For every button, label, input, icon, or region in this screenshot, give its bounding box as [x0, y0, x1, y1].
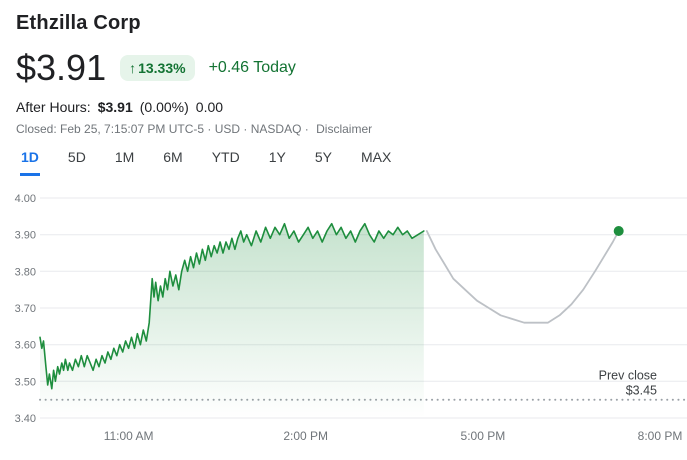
- tab-5d[interactable]: 5D: [67, 149, 87, 176]
- market-status-row: Closed: Feb 25, 7:15:07 PM UTC-5 · USD ·…: [0, 115, 687, 136]
- current-price: $3.91: [16, 47, 107, 88]
- x-axis-label: 8:00 PM: [638, 429, 683, 443]
- tab-1d[interactable]: 1D: [20, 149, 40, 176]
- tab-5y[interactable]: 5Y: [314, 149, 333, 176]
- change-today: +0.46 Today: [208, 59, 296, 76]
- regular-session-line: [39, 222, 425, 390]
- prev-close-label: Prev close: [599, 369, 657, 383]
- market-status-text: Closed: Feb 25, 7:15:07 PM UTC-5 · USD ·…: [16, 122, 309, 136]
- x-axis-label: 5:00 PM: [461, 429, 506, 443]
- y-axis-label: 3.70: [15, 303, 36, 315]
- change-percent: 13.33%: [138, 60, 186, 76]
- y-axis-label: 3.80: [15, 266, 36, 278]
- price-row: $3.91 ↑ 13.33% +0.46 Today: [0, 35, 687, 86]
- x-axis-label: 2:00 PM: [283, 429, 328, 443]
- regular-session-area: [40, 223, 424, 418]
- tab-1y[interactable]: 1Y: [268, 149, 287, 176]
- tab-ytd[interactable]: YTD: [211, 149, 241, 176]
- after-hours-line: [425, 230, 620, 324]
- after-hours-price: $3.91: [97, 99, 133, 115]
- time-range-tabs: 1D 5D 1M 6M YTD 1Y 5Y MAX: [0, 136, 687, 176]
- y-axis-label: 3.90: [15, 230, 36, 242]
- y-axis-label: 4.00: [15, 193, 36, 205]
- y-axis-label: 3.50: [15, 376, 36, 388]
- tab-6m[interactable]: 6M: [162, 149, 183, 176]
- price-chart[interactable]: 4.00 3.90 3.80 3.70 3.60 3.50 3.40 11:00 AM 2:00…: [0, 186, 687, 458]
- stock-chart-svg: 4.00 3.90 3.80 3.70 3.60 3.50 3.40 11:00 AM 2:00…: [15, 193, 687, 443]
- prev-close-value: $3.45: [626, 384, 657, 398]
- change-percent-badge: ↑ 13.33%: [120, 55, 195, 81]
- disclaimer-link[interactable]: Disclaimer: [316, 122, 373, 136]
- tab-max[interactable]: MAX: [360, 149, 392, 176]
- after-hours-row: After Hours: $3.91 (0.00%) 0.00: [0, 86, 687, 115]
- last-price-dot: [613, 226, 624, 236]
- y-axis-label: 3.40: [15, 413, 36, 425]
- company-name: Ethzilla Corp: [16, 12, 141, 34]
- tab-1m[interactable]: 1M: [114, 149, 135, 176]
- x-axis-label: 11:00 AM: [104, 429, 154, 443]
- after-hours-change: 0.00: [195, 99, 224, 115]
- after-hours-label: After Hours:: [16, 99, 91, 115]
- up-arrow-icon: ↑: [129, 60, 137, 76]
- y-axis-label: 3.60: [15, 340, 36, 352]
- after-hours-percent: (0.00%): [139, 99, 189, 115]
